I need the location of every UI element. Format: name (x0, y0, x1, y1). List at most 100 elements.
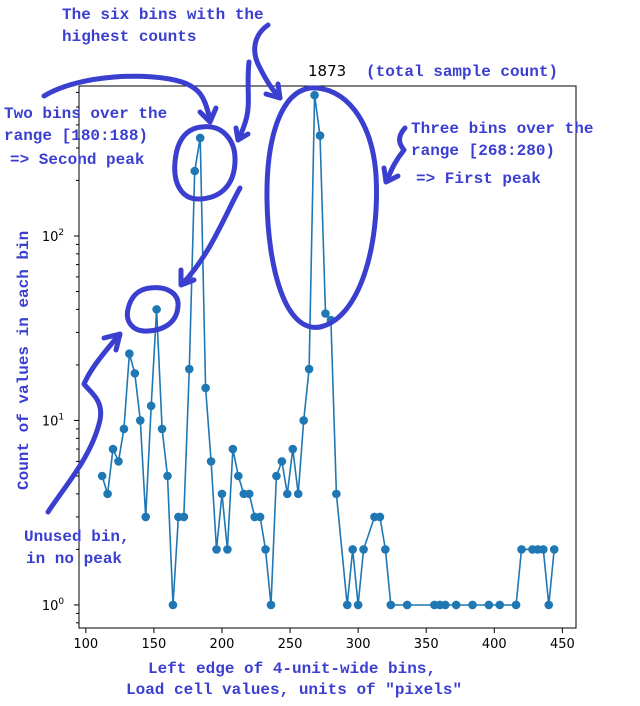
data-point (97, 471, 107, 481)
data-point (304, 364, 314, 374)
data-point (152, 305, 161, 314)
data-point (119, 424, 129, 434)
data-point (332, 489, 341, 499)
data-point (310, 90, 319, 100)
data-point (402, 600, 412, 610)
x-tick-label: 250 (278, 637, 303, 652)
ink-ellipse-first-peak (264, 85, 379, 330)
data-point (321, 309, 330, 318)
data-point (234, 471, 243, 481)
data-point (484, 600, 494, 610)
data-point (114, 457, 123, 466)
data-point (517, 545, 526, 554)
data-point (468, 600, 477, 610)
x-tick-label: 300 (346, 637, 371, 652)
data-point (277, 457, 287, 466)
data-point (103, 489, 112, 499)
data-point (544, 600, 554, 610)
ink-arrow-top-left (235, 59, 252, 143)
data-point (353, 600, 363, 610)
data-point (146, 401, 156, 411)
data-point (206, 457, 216, 466)
data-point (451, 600, 461, 610)
x-axis-ticks: 100 150 200 250 300 350 400 450 (73, 628, 575, 652)
data-point (108, 444, 118, 454)
data-point (195, 133, 205, 143)
x-tick-label: 100 (73, 637, 98, 652)
x-axis-label-line-2: Load cell values, units of "pixels" (126, 681, 462, 699)
data-point (342, 600, 352, 610)
data-point (293, 489, 303, 499)
annotation-right-line-1: Three bins over the (411, 120, 593, 138)
ink-annotations (41, 22, 408, 515)
data-point (201, 383, 210, 393)
data-point (375, 512, 385, 522)
data-point (223, 545, 232, 554)
data-point (228, 444, 238, 454)
data-point (212, 545, 221, 554)
data-point (381, 545, 390, 554)
ink-arrow-unused-down (45, 333, 121, 515)
ink-arrowhead-unused-up (178, 267, 197, 288)
ink-ellipse-second-peak (172, 124, 238, 202)
ink-bracket-right (385, 125, 408, 181)
annotation-left-line-3: => Second peak (10, 151, 145, 169)
data-point (255, 512, 265, 522)
data-point (440, 600, 450, 610)
annotation-bottom-line-1: Unused bin, (24, 528, 130, 546)
x-axis-label-line-1: Left edge of 4-unit-wide bins, (148, 660, 436, 678)
annotation-bottom-line-2: in no peak (26, 550, 122, 568)
chart-title: 1873 (308, 62, 346, 80)
data-point (299, 416, 308, 425)
data-point (125, 349, 134, 359)
annotation-left-line-2: range [180:188) (4, 127, 148, 145)
annotation-top-line-1: The six bins with the (62, 6, 264, 24)
ink-bracket-left (41, 73, 213, 121)
data-point (511, 600, 521, 610)
data-point (549, 545, 559, 554)
ink-ellipse-unused-bin (124, 285, 181, 334)
data-point (348, 545, 357, 554)
y-axis-label: Count of values in each bin (15, 231, 33, 490)
title-note: (total sample count) (366, 63, 558, 81)
annotation-left-line-1: Two bins over the (4, 105, 167, 123)
data-point (539, 545, 548, 554)
ink-arrowhead-top-left (233, 125, 251, 143)
ink-arrow-unused-up (180, 185, 243, 286)
data-point (261, 545, 270, 554)
ink-arrowhead-left (197, 105, 219, 125)
data-point (244, 489, 254, 499)
data-point (288, 444, 298, 454)
data-point (168, 600, 178, 610)
data-point (315, 131, 325, 140)
annotation-top-line-2: highest counts (62, 28, 196, 46)
x-tick-label: 400 (482, 637, 507, 652)
data-point (190, 166, 200, 176)
data-point (266, 600, 276, 610)
x-tick-label: 150 (141, 637, 166, 652)
data-point (141, 512, 151, 522)
data-point (179, 512, 189, 522)
data-point (217, 489, 227, 499)
ink-arrow-top-right (252, 22, 283, 101)
data-point (130, 369, 140, 378)
data-point (135, 416, 145, 425)
y-tick-label: 101 (42, 412, 64, 429)
y-axis-ticks: 100 101 102 (42, 91, 79, 624)
x-tick-label: 200 (210, 637, 235, 652)
y-tick-label: 100 (42, 597, 65, 614)
data-point (163, 471, 172, 481)
data-point (495, 600, 505, 610)
data-point (157, 424, 167, 434)
ink-arrowhead-top-right (263, 81, 283, 101)
data-point (184, 364, 194, 374)
data-point (386, 600, 396, 610)
y-tick-label: 102 (42, 228, 64, 245)
data-point (283, 489, 292, 499)
x-tick-label: 350 (414, 637, 439, 652)
data-point (359, 545, 368, 554)
plot-area-frame (78, 85, 577, 629)
annotation-right-line-2: range [268:280) (411, 142, 555, 160)
series-points (97, 90, 559, 610)
